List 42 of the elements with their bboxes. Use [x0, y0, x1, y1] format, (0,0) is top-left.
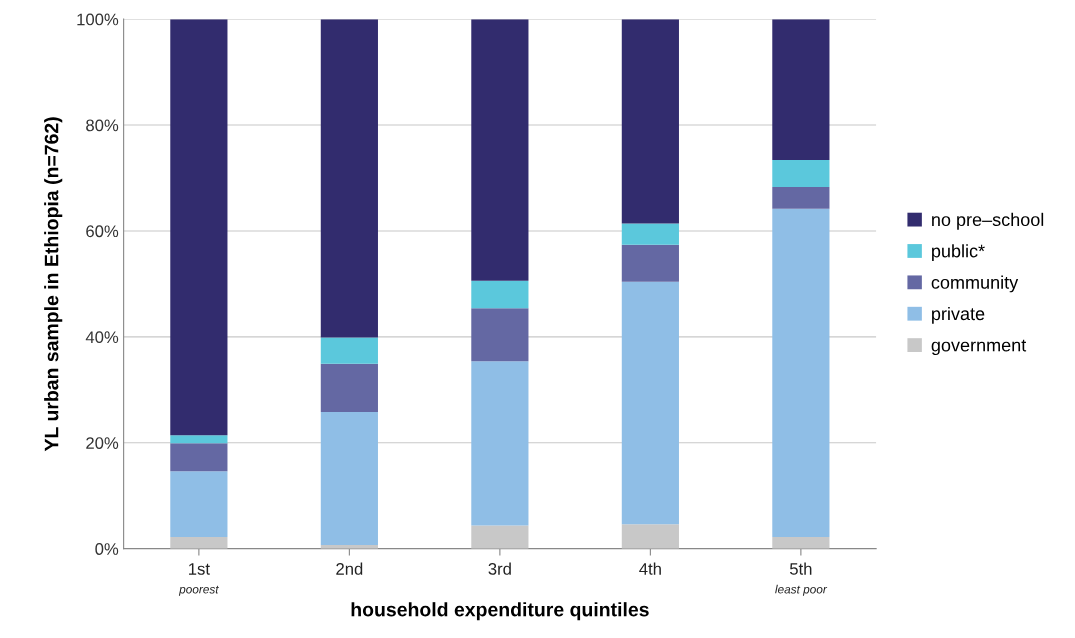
- bar: [170, 19, 228, 436]
- x-tick-label: 3rd: [488, 562, 511, 575]
- bar: [772, 187, 830, 209]
- bar: [621, 223, 679, 245]
- y-tick-label: 100%: [77, 13, 119, 26]
- x-tick-label: 1st poorest: [178, 563, 219, 596]
- legend-label: government: [931, 339, 1027, 356]
- bar: [621, 524, 679, 549]
- bar: [170, 537, 228, 549]
- bar: [471, 525, 529, 549]
- y-tick-label: 40%: [85, 331, 119, 344]
- y-axis-title: YL urban sample in Ethiopia (n=762): [44, 117, 63, 452]
- bar: [772, 208, 830, 538]
- x-tick-label: 2nd: [336, 562, 363, 575]
- legend-label: public*: [932, 244, 985, 261]
- bar: [471, 280, 529, 309]
- bar: [621, 244, 679, 282]
- bar: [170, 435, 228, 444]
- legend-label: no pre–school: [932, 212, 1044, 230]
- x-tick-label: 5th least poor: [775, 562, 828, 596]
- bar: [170, 443, 228, 472]
- bar: [320, 363, 378, 413]
- bar: [621, 19, 679, 224]
- bar: [621, 281, 679, 525]
- y-tick-label: 60%: [86, 225, 119, 238]
- bar: [320, 337, 378, 364]
- y-tick-label: 0%: [95, 543, 119, 555]
- bar: [471, 19, 529, 281]
- bar: [772, 19, 830, 160]
- y-tick-label: 20%: [86, 437, 119, 449]
- bar: [772, 160, 830, 187]
- x-tick-label: 4th: [639, 562, 661, 575]
- legend-label: private: [932, 306, 985, 324]
- bar: [471, 361, 529, 526]
- bar: [320, 412, 378, 545]
- bar: [170, 471, 228, 538]
- bar: [772, 537, 830, 549]
- bar: [320, 19, 378, 338]
- y-tick-label: 80%: [86, 119, 119, 132]
- bar: [471, 308, 529, 362]
- x-axis-title: household expenditure quintiles: [351, 602, 649, 621]
- legend-label: community: [931, 275, 1019, 293]
